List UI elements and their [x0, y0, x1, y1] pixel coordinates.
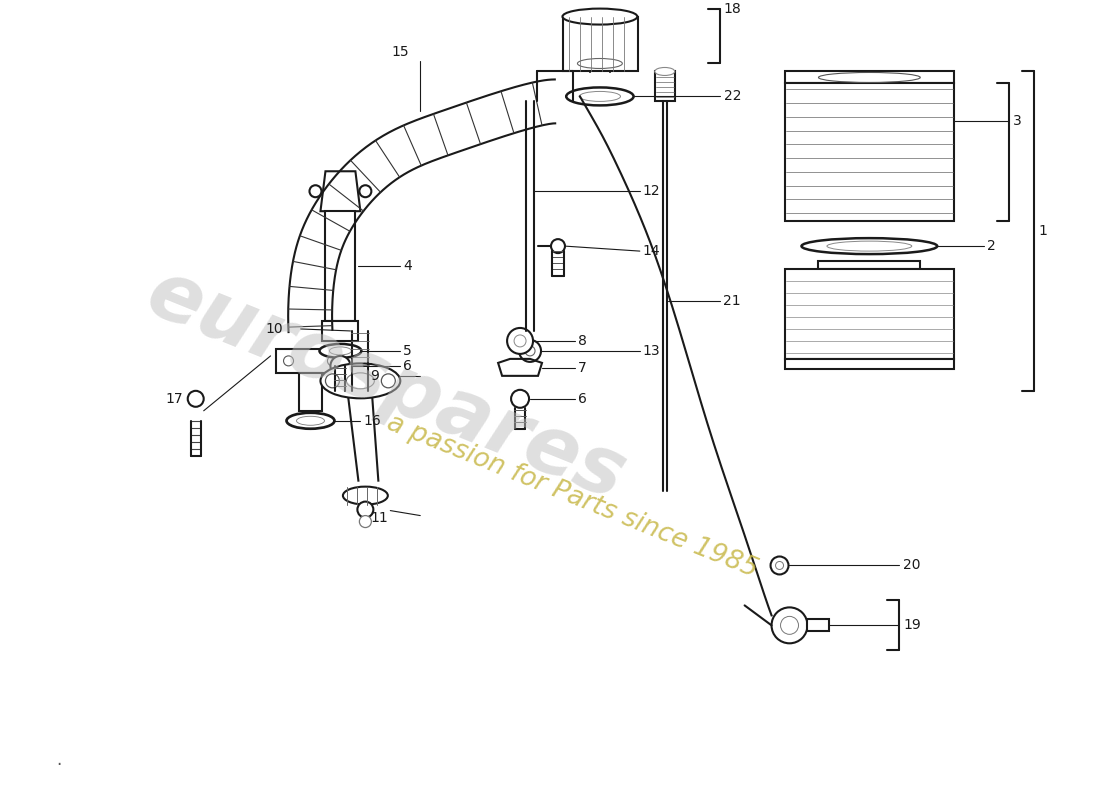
Bar	[326, 211, 355, 321]
Text: 6: 6	[578, 392, 586, 406]
Text: eurospares: eurospares	[135, 254, 636, 516]
Ellipse shape	[346, 373, 374, 389]
Ellipse shape	[566, 87, 634, 106]
Text: 19: 19	[903, 618, 921, 632]
Circle shape	[519, 340, 541, 362]
Text: 10: 10	[266, 322, 284, 336]
Bar	[322, 321, 359, 341]
Ellipse shape	[329, 347, 351, 355]
Ellipse shape	[319, 344, 362, 358]
Ellipse shape	[580, 91, 620, 102]
Text: 7: 7	[578, 361, 586, 375]
Ellipse shape	[827, 241, 912, 251]
Circle shape	[551, 239, 565, 253]
Circle shape	[328, 356, 338, 366]
Circle shape	[326, 374, 340, 388]
Text: 22: 22	[724, 90, 741, 103]
Text: 2: 2	[987, 239, 996, 253]
Ellipse shape	[578, 58, 623, 69]
Text: 3: 3	[1013, 114, 1022, 128]
Circle shape	[309, 186, 321, 198]
Text: 8: 8	[578, 334, 586, 348]
Circle shape	[382, 374, 395, 388]
Bar	[654, 71, 674, 102]
Text: 21: 21	[723, 294, 740, 308]
Circle shape	[512, 390, 529, 408]
Text: 13: 13	[642, 344, 660, 358]
Circle shape	[781, 616, 799, 634]
Text: 18: 18	[724, 2, 741, 15]
Text: .: .	[56, 751, 62, 769]
Ellipse shape	[562, 9, 637, 25]
Bar	[276, 349, 345, 373]
Bar	[784, 359, 954, 369]
Text: a passion for Parts since 1985: a passion for Parts since 1985	[383, 410, 761, 583]
Circle shape	[360, 186, 372, 198]
Circle shape	[525, 346, 535, 356]
Circle shape	[507, 328, 534, 354]
Ellipse shape	[343, 486, 388, 505]
Ellipse shape	[320, 363, 400, 398]
Circle shape	[358, 502, 373, 518]
Bar	[807, 619, 829, 631]
Text: 17: 17	[166, 392, 184, 406]
Text: 1: 1	[1038, 224, 1047, 238]
Ellipse shape	[818, 73, 921, 82]
Text: 6: 6	[404, 359, 412, 373]
Text: 14: 14	[642, 244, 660, 258]
Bar	[298, 373, 322, 410]
Bar	[784, 83, 954, 221]
Circle shape	[771, 607, 807, 643]
Text: 11: 11	[371, 510, 388, 525]
Circle shape	[771, 557, 789, 574]
Bar	[784, 71, 954, 83]
Text: 4: 4	[404, 259, 412, 273]
Bar	[784, 269, 954, 359]
Bar	[818, 261, 921, 269]
Text: 9: 9	[371, 369, 380, 383]
Ellipse shape	[286, 413, 334, 429]
Text: 5: 5	[404, 344, 412, 358]
Ellipse shape	[654, 67, 674, 75]
Text: 20: 20	[903, 558, 921, 573]
Ellipse shape	[297, 416, 324, 426]
Text: 12: 12	[642, 184, 660, 198]
Text: 15: 15	[392, 45, 409, 58]
Circle shape	[284, 356, 294, 366]
Circle shape	[776, 562, 783, 570]
Text: 16: 16	[363, 414, 381, 428]
Ellipse shape	[802, 238, 937, 254]
Circle shape	[360, 515, 372, 527]
Bar	[563, 17, 638, 71]
Circle shape	[514, 335, 526, 347]
Circle shape	[188, 391, 204, 406]
Circle shape	[330, 356, 351, 376]
